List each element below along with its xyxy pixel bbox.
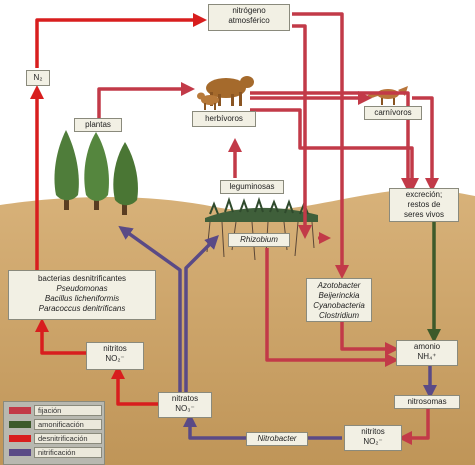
arrow-nitratos-to-nitritos xyxy=(111,365,158,406)
node-label: NO₃⁻ xyxy=(175,404,195,413)
node-label: amonio xyxy=(413,342,441,351)
node-rhizobium: Rhizobium xyxy=(228,233,290,247)
legend-label: fijación xyxy=(34,405,102,416)
node-label: restos de xyxy=(407,200,441,209)
arrow-nitratos-to-plantas xyxy=(118,225,182,392)
tree-icon xyxy=(54,130,79,210)
arrow-herbivoros-to-excrecion-top xyxy=(250,91,415,192)
legend-swatch xyxy=(9,421,31,428)
node-amonio: amonio NH₄⁺ xyxy=(396,340,458,366)
arrow-herbivoros-to-excrecion-low xyxy=(250,108,419,192)
node-label: nitrosomas xyxy=(407,397,447,406)
node-label: seres vivos xyxy=(403,210,444,219)
legend-label: nitrificación xyxy=(34,447,102,458)
node-label: nitritos xyxy=(361,427,385,436)
node-label: Cyanobacteria xyxy=(313,301,365,310)
node-leguminosas: leguminosas xyxy=(220,180,284,194)
tree-icon xyxy=(113,142,138,215)
cow-icon xyxy=(206,76,254,106)
node-bacterias-desnitrificantes: bacterias desnitrificantes Pseudomonas B… xyxy=(8,270,156,320)
node-label: Beijerinckia xyxy=(318,291,360,300)
legend-item-nitrificacion: nitrificación xyxy=(9,447,104,458)
node-label: Nitrobacter xyxy=(257,434,297,443)
arrow-nitrosomas-to-nitritos xyxy=(398,408,430,445)
node-label: NH₄⁺ xyxy=(417,352,437,361)
arrow-nitratos-to-leguminosas xyxy=(184,235,219,392)
node-label: Bacillus licheniformis xyxy=(44,294,120,303)
arrow-carnivoros-to-excrecion xyxy=(412,96,439,192)
legend-label: desnitrificación xyxy=(34,433,102,444)
node-label: bacterias desnitrificantes xyxy=(37,274,127,283)
arrow-atm-to-fijadores xyxy=(292,12,349,279)
arrow-n2-to-atmosferico xyxy=(35,13,207,68)
node-label: nitrógeno xyxy=(232,6,266,15)
node-nitrobacter: Nitrobacter xyxy=(246,432,308,446)
arrow-rhizobium-to-amonio xyxy=(265,248,399,367)
legend-label: amonificación xyxy=(34,419,102,430)
legend-item-amonificacion: amonificación xyxy=(9,419,104,430)
legend: fijación amonificación desnitrificación … xyxy=(3,401,105,465)
node-plantas: plantas xyxy=(74,118,122,132)
node-label: plantas xyxy=(85,120,111,129)
legend-swatch xyxy=(9,407,31,414)
node-herbivoros: herbívoros xyxy=(192,111,256,127)
calf-icon xyxy=(197,92,219,110)
node-label: leguminosas xyxy=(229,182,275,191)
node-label: nitritos xyxy=(103,344,127,353)
node-nitritos-izq: nitritos NO₂⁻ xyxy=(86,342,144,370)
node-nitrogeno-atmosferico: nitrógeno atmosférico xyxy=(208,4,290,31)
node-label: Paracoccus denitrificans xyxy=(38,304,126,313)
arrow-nitritos-to-bacterias xyxy=(35,318,88,355)
node-nitritos-der: nitritos NO₂⁻ xyxy=(344,425,402,451)
node-label: carnívoros xyxy=(374,108,412,117)
node-label: N₂ xyxy=(33,73,43,82)
node-label: Clostridium xyxy=(318,311,359,320)
node-carnivoros: carnívoros xyxy=(364,106,422,120)
tree-icon xyxy=(84,132,109,210)
node-fijadores: Azotobacter Beijerinckia Cyanobacteria C… xyxy=(306,278,372,322)
node-excrecion: excreción; restos de seres vivos xyxy=(389,188,459,222)
node-label: atmosférico xyxy=(228,16,270,25)
node-n2: N₂ xyxy=(26,70,50,86)
node-label: Rhizobium xyxy=(240,235,278,244)
arrow-atm-to-rhizobium xyxy=(292,24,312,239)
node-label: excreción; xyxy=(405,190,443,199)
legend-swatch xyxy=(9,435,31,442)
arrow-fijadores-to-amonio xyxy=(340,322,399,356)
legend-swatch xyxy=(9,449,31,456)
node-label: NO₂⁻ xyxy=(363,437,383,446)
legend-item-fijacion: fijación xyxy=(9,405,104,416)
node-label: Pseudomonas xyxy=(56,284,108,293)
node-nitratos: nitratos NO₃⁻ xyxy=(158,392,212,418)
node-label: NO₂⁻ xyxy=(105,354,125,363)
arrow-plantas-to-herbivoros xyxy=(97,82,195,118)
node-label: nitratos xyxy=(171,394,199,403)
node-label: Azotobacter xyxy=(317,281,361,290)
node-nitrosomas: nitrosomas xyxy=(394,395,460,409)
node-label: herbívoros xyxy=(205,114,243,123)
legend-item-desnitrificacion: desnitrificación xyxy=(9,433,104,444)
